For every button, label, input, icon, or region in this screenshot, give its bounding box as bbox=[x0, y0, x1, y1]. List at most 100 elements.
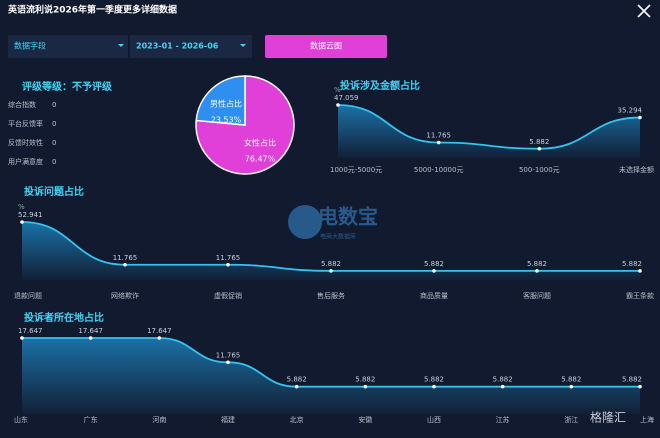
x-label: 商品质量 bbox=[420, 291, 448, 300]
point bbox=[336, 103, 340, 107]
x-label: 虚假促销 bbox=[214, 291, 242, 300]
point bbox=[363, 384, 368, 389]
value-label: 5.882 bbox=[493, 376, 513, 384]
value-label: 11.765 bbox=[113, 254, 138, 262]
slice-value: 76.47% bbox=[245, 155, 276, 164]
x-label: 河南 bbox=[152, 415, 166, 424]
logo-watermark: 电数宝 电商大数据库 bbox=[288, 205, 378, 241]
value-label: 5.882 bbox=[529, 138, 549, 146]
point bbox=[123, 262, 127, 267]
x-label: 退款问题 bbox=[14, 291, 42, 300]
logo-sub: 电商大数据库 bbox=[320, 233, 356, 241]
point bbox=[329, 269, 333, 273]
rating-value: 0 bbox=[52, 120, 56, 128]
value-label: 35.294 bbox=[618, 107, 643, 115]
line bbox=[337, 104, 641, 150]
value-label: 11.765 bbox=[216, 254, 241, 262]
value-label: 17.647 bbox=[147, 327, 172, 335]
point bbox=[157, 336, 162, 340]
logo-text: 电数宝 bbox=[318, 205, 378, 229]
point bbox=[20, 220, 24, 224]
rating-label: 综合指数 bbox=[8, 100, 36, 109]
area-fill bbox=[338, 105, 640, 158]
value-label: 5.882 bbox=[424, 376, 444, 384]
rating-value: 0 bbox=[52, 158, 56, 166]
value-label: 5.882 bbox=[355, 376, 375, 384]
x-label: 浙江 bbox=[564, 415, 578, 424]
page-title: 英语流利说2026年第一季度更多详细数据 bbox=[7, 4, 177, 16]
x-label: 5000-10000元 bbox=[414, 166, 464, 174]
value-label: 5.882 bbox=[561, 376, 581, 384]
date-arrow bbox=[240, 44, 246, 47]
chart-title: 投诉者所在地占比 bbox=[24, 311, 104, 324]
cloud-button-label: 数据云图 bbox=[310, 41, 342, 51]
point bbox=[500, 384, 505, 389]
x-label: 1000元-5000元 bbox=[330, 166, 382, 174]
value-label: 47.059 bbox=[334, 94, 359, 102]
point bbox=[432, 384, 436, 389]
value-label: 17.647 bbox=[78, 327, 103, 335]
chart-title: 投诉问题占比 bbox=[24, 185, 84, 198]
slice-name: 男性占比 bbox=[210, 99, 242, 109]
point bbox=[537, 146, 542, 151]
rating-value: 0 bbox=[52, 139, 56, 147]
point bbox=[638, 115, 642, 120]
point bbox=[436, 140, 441, 145]
point bbox=[638, 269, 642, 273]
x-label: 网络欺诈 bbox=[111, 291, 139, 300]
point bbox=[226, 262, 230, 267]
rating-label: 用户满意度 bbox=[8, 157, 43, 166]
point bbox=[88, 336, 93, 340]
point bbox=[294, 384, 299, 389]
point bbox=[535, 269, 539, 273]
cloud-button[interactable] bbox=[265, 35, 387, 58]
value-label: 5.882 bbox=[622, 376, 642, 384]
value-label: 17.647 bbox=[18, 327, 43, 335]
point bbox=[20, 336, 24, 340]
pie-slice bbox=[195, 75, 246, 126]
value-label: 11.765 bbox=[216, 351, 241, 359]
x-label: 福建 bbox=[221, 415, 235, 424]
dropdown-label: 数据字段 bbox=[14, 41, 46, 51]
value-label: 5.882 bbox=[321, 260, 341, 268]
date-picker[interactable] bbox=[130, 35, 252, 58]
x-label: 北京 bbox=[290, 415, 304, 424]
rating-label: 反馈时效性 bbox=[8, 138, 43, 147]
chart-title: 投诉涉及金额占比 bbox=[340, 79, 420, 92]
date-range: 2023-01 - 2026-06 bbox=[136, 42, 219, 51]
slice-value: 23.53% bbox=[211, 116, 242, 125]
close-button[interactable] bbox=[637, 4, 651, 18]
x-label: 客服问题 bbox=[523, 291, 551, 300]
x-label: 山西 bbox=[427, 415, 441, 424]
x-label: 上海 bbox=[640, 415, 654, 424]
line bbox=[21, 337, 640, 388]
x-label: 安徽 bbox=[358, 415, 372, 424]
area-fill bbox=[22, 338, 640, 414]
unit-label: % bbox=[18, 203, 25, 211]
x-label: 山东 bbox=[14, 415, 28, 424]
value-label: 5.882 bbox=[622, 260, 642, 268]
value-label: 5.882 bbox=[287, 376, 307, 384]
x-label: 霸王条款 bbox=[626, 291, 654, 300]
slice-name: 女性占比 bbox=[244, 138, 276, 148]
dropdown[interactable] bbox=[8, 35, 128, 58]
point bbox=[569, 384, 574, 389]
unit-label: % bbox=[334, 86, 341, 94]
x-label: 未选择金额 bbox=[619, 165, 654, 174]
value-label: 5.882 bbox=[424, 260, 444, 268]
x-label: 江苏 bbox=[496, 415, 510, 424]
logo-icon bbox=[288, 205, 322, 239]
x-label: 售后服务 bbox=[317, 291, 345, 300]
value-label: 5.882 bbox=[527, 260, 547, 268]
dropdown-arrow bbox=[118, 44, 124, 47]
rating-value: 0 bbox=[52, 101, 56, 109]
value-label: 11.765 bbox=[426, 131, 451, 139]
point bbox=[432, 269, 436, 273]
rating-title: 评级等级：不予评级 bbox=[22, 80, 113, 93]
point bbox=[638, 384, 642, 389]
point bbox=[226, 360, 230, 365]
pie-slice bbox=[195, 75, 295, 175]
x-label: 广东 bbox=[84, 415, 98, 424]
value-label: 52.941 bbox=[18, 211, 43, 219]
